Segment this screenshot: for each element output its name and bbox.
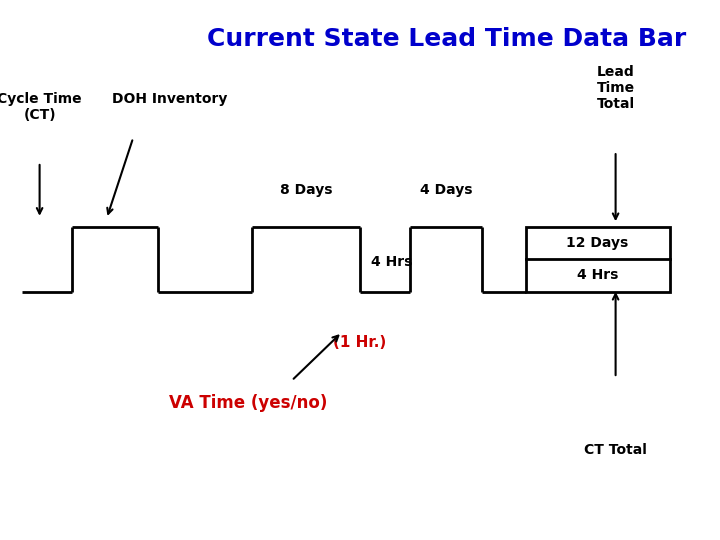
Bar (526, 227, 670, 292)
Text: 8 Days: 8 Days (280, 183, 332, 197)
Text: CT Total: CT Total (584, 443, 647, 457)
Text: (1 Hr.): (1 Hr.) (333, 335, 387, 350)
Text: 4 Days: 4 Days (420, 183, 472, 197)
Text: Cycle Time
(CT): Cycle Time (CT) (0, 92, 82, 122)
Text: 12 Days: 12 Days (567, 236, 629, 250)
Text: Lead
Time
Total: Lead Time Total (597, 65, 634, 111)
Text: 4 Hrs: 4 Hrs (577, 268, 618, 282)
Text: 4 Hrs: 4 Hrs (371, 255, 412, 269)
Text: Current State Lead Time Data Bar: Current State Lead Time Data Bar (207, 27, 686, 51)
Text: VA Time (yes/no): VA Time (yes/no) (169, 394, 328, 412)
Text: DOH Inventory: DOH Inventory (112, 92, 227, 106)
